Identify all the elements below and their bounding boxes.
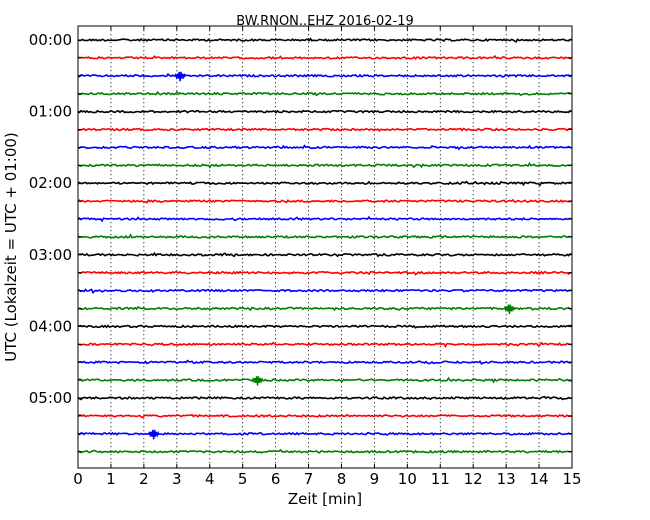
trace-0530 — [77, 431, 572, 436]
plot-frame — [77, 25, 573, 469]
trace-0015 — [77, 54, 572, 60]
seismic-traces — [77, 37, 573, 454]
trace-0345 — [77, 305, 572, 312]
trace-0115 — [77, 127, 572, 133]
x-axis-label: Zeit [min] — [288, 490, 362, 508]
x-tick-label: 12 — [464, 470, 483, 488]
trace-0415 — [77, 341, 572, 349]
x-axis: 0 1 2 3 4 5 6 7 8 9 10 11 12 13 14 15 — [73, 26, 582, 488]
trace-0545 — [77, 448, 572, 454]
x-tick-label: 3 — [172, 470, 182, 488]
x-tick-label: 9 — [370, 470, 380, 488]
chart-title: BW.RNON..EHZ 2016-02-19 — [236, 14, 414, 29]
x-tick-label: 11 — [431, 470, 450, 488]
trace-event — [251, 376, 264, 386]
x-tick-label: 4 — [205, 470, 215, 488]
trace-0200 — [77, 180, 572, 187]
trace-0430 — [77, 359, 572, 366]
x-tick-label: 14 — [530, 470, 549, 488]
trace-0300 — [77, 251, 572, 258]
y-axis-label: UTC (Lokalzeit = UTC + 01:00) — [2, 132, 20, 362]
trace-0030 — [77, 72, 573, 78]
x-tick-label: 6 — [271, 470, 281, 488]
x-tick-label: 10 — [398, 470, 417, 488]
trace-0500 — [77, 395, 572, 401]
trace-0230 — [77, 215, 572, 223]
trace-event — [174, 71, 187, 82]
trace-event — [147, 429, 160, 440]
trace-0330 — [77, 288, 572, 294]
trace-0100 — [77, 109, 572, 114]
trace-0445 — [77, 376, 572, 384]
trace-0045 — [77, 90, 572, 97]
x-tick-label: 2 — [139, 470, 149, 488]
trace-0000 — [77, 37, 572, 44]
trace-event — [503, 304, 516, 315]
trace-0400 — [77, 324, 573, 329]
y-tick-label: 02:00 — [29, 174, 72, 192]
y-tick-label: 04:00 — [29, 317, 72, 335]
y-axis: 00:00 01:00 02:00 03:00 04:00 05:00 — [29, 31, 572, 453]
trace-0315 — [77, 270, 572, 276]
y-tick-label: 05:00 — [29, 389, 72, 407]
trace-0215 — [77, 198, 572, 204]
y-tick-label: 00:00 — [29, 31, 72, 49]
x-tick-label: 13 — [497, 470, 516, 488]
trace-0145 — [77, 161, 572, 169]
grid-lines — [110, 26, 540, 468]
x-tick-label: 5 — [238, 470, 248, 488]
x-tick-label: 15 — [562, 470, 581, 488]
x-tick-label: 8 — [337, 470, 347, 488]
x-tick-label: 7 — [304, 470, 314, 488]
trace-0515 — [77, 413, 572, 419]
trace-0130 — [77, 144, 572, 151]
y-tick-label: 01:00 — [29, 103, 72, 121]
x-tick-label: 1 — [106, 470, 116, 488]
trace-0245 — [77, 233, 572, 239]
y-tick-label: 03:00 — [29, 246, 72, 264]
x-tick-label: 0 — [73, 470, 83, 488]
